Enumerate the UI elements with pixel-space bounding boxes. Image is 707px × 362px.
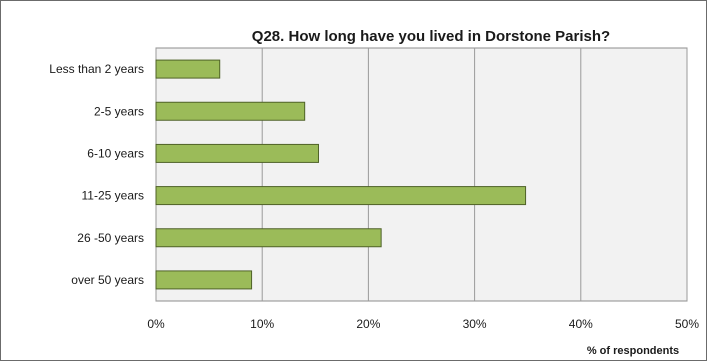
bar <box>155 59 221 79</box>
category-label: 11-25 years <box>82 189 144 203</box>
x-tick-label: 20% <box>356 317 380 331</box>
x-tick-label: 50% <box>675 317 699 331</box>
x-tick-label: 40% <box>569 317 593 331</box>
x-tick-label: 10% <box>250 317 274 331</box>
category-label: over 50 years <box>71 273 144 287</box>
x-tick-labels: 0% 10% 20% 30% 40% 50% <box>147 317 699 331</box>
bars <box>155 59 527 290</box>
category-label: 26 -50 years <box>77 231 144 245</box>
category-labels: Less than 2 years 2-5 years 6-10 years 11-2… <box>49 62 144 287</box>
bar <box>155 101 306 121</box>
bar <box>155 186 527 206</box>
x-tick-label: 30% <box>463 317 487 331</box>
bar <box>155 228 382 248</box>
plot-area <box>155 47 688 302</box>
bar <box>155 143 319 163</box>
category-label: 6-10 years <box>87 146 144 160</box>
chart-title: Q28. How long have you lived in Dorstone… <box>252 28 610 45</box>
category-label: Less than 2 years <box>49 62 144 76</box>
bar <box>155 270 253 290</box>
category-label: 2-5 years <box>94 104 144 118</box>
gridlines <box>155 48 688 301</box>
x-tick-label: 0% <box>147 317 165 331</box>
x-axis-title: % of respondents <box>587 345 679 357</box>
